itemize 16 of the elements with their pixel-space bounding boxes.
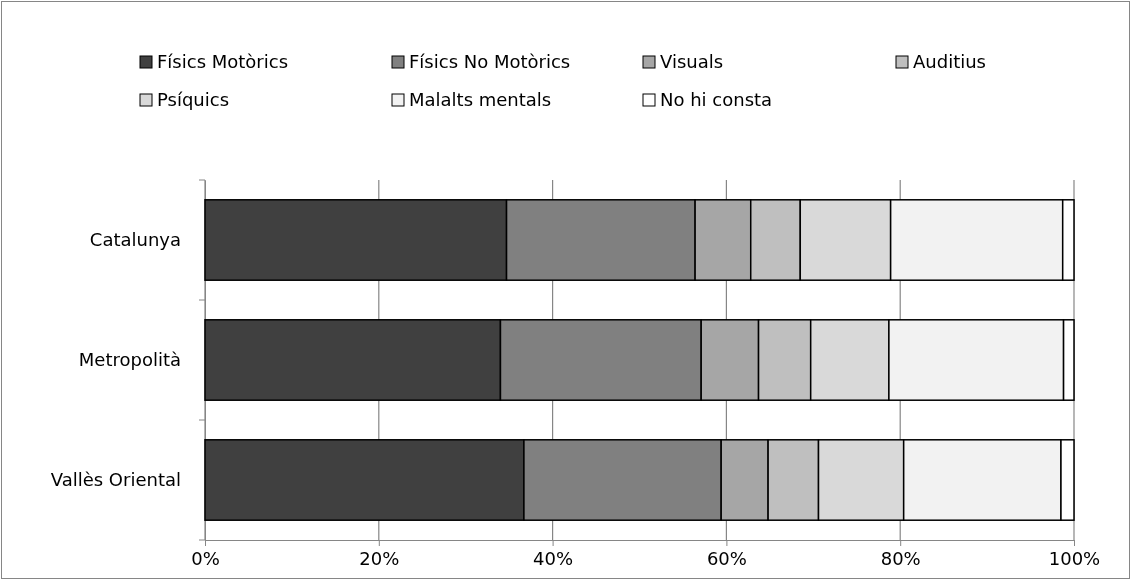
legend-label: Físics No Motòrics bbox=[409, 51, 571, 73]
x-tick-label: 20% bbox=[359, 548, 400, 570]
x-tick-label: 100% bbox=[1048, 548, 1101, 570]
legend-label: Visuals bbox=[660, 51, 724, 73]
y-tick-label: Catalunya bbox=[89, 228, 181, 250]
legend-label: Físics Motòrics bbox=[157, 51, 289, 73]
x-tick-label: 40% bbox=[533, 548, 574, 570]
x-tick-label: 80% bbox=[880, 548, 921, 570]
x-tick-label: 60% bbox=[706, 548, 747, 570]
x-tick-label: 0% bbox=[191, 548, 220, 570]
legend-label: Malalts mentals bbox=[409, 89, 552, 111]
y-tick-label: Metropolità bbox=[78, 348, 181, 370]
legend-label: No hi consta bbox=[660, 89, 773, 111]
legend-label: Auditius bbox=[913, 51, 986, 73]
legend-label: Psíquics bbox=[157, 89, 230, 111]
y-tick-label: Vallès Oriental bbox=[50, 468, 181, 490]
